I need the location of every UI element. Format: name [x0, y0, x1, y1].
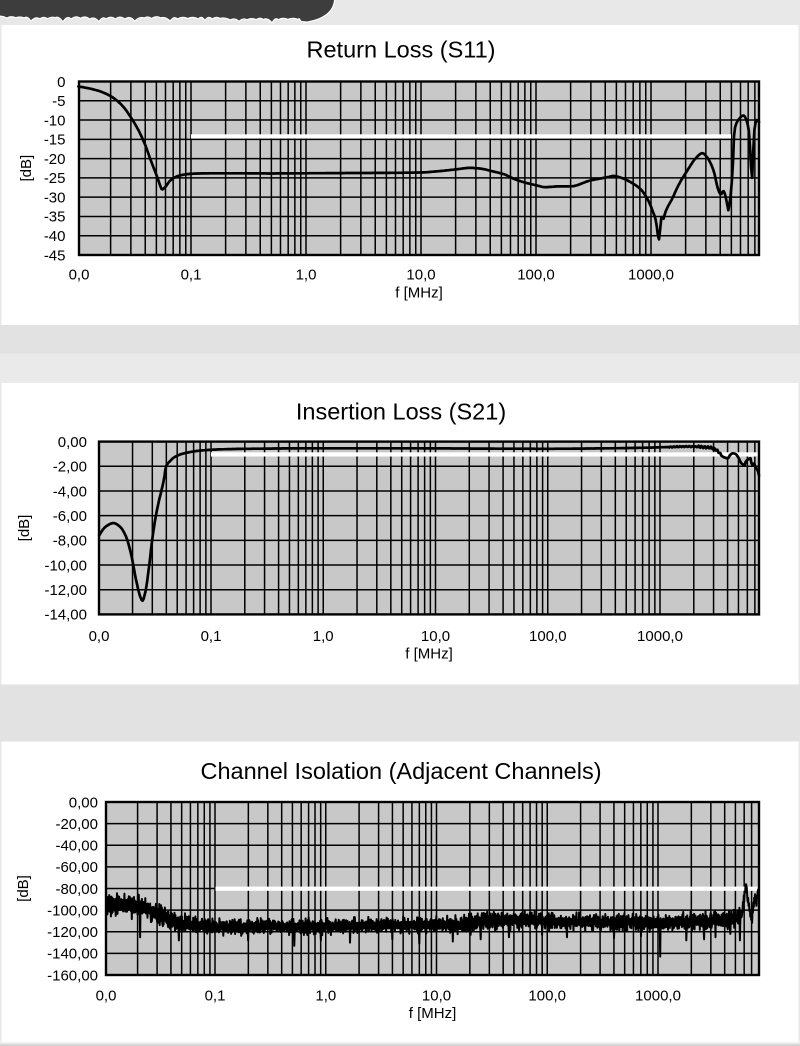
svg-text:-120,00: -120,00 [47, 924, 98, 941]
svg-text:10,0: 10,0 [406, 266, 435, 283]
svg-text:-5: -5 [52, 93, 65, 110]
svg-text:1000,0: 1000,0 [635, 988, 681, 1005]
svg-text:0,00: 0,00 [69, 794, 98, 811]
svg-text:-10,00: -10,00 [44, 557, 87, 574]
svg-text:Return Loss (S11): Return Loss (S11) [307, 37, 496, 63]
svg-text:-15: -15 [44, 132, 66, 149]
svg-text:1,0: 1,0 [313, 628, 334, 645]
svg-text:0,1: 0,1 [181, 266, 202, 283]
svg-text:0,1: 0,1 [201, 628, 222, 645]
svg-text:-25: -25 [44, 170, 66, 187]
svg-text:-2,00: -2,00 [53, 459, 87, 476]
svg-text:-8,00: -8,00 [53, 533, 87, 550]
svg-text:-80,00: -80,00 [55, 881, 98, 898]
svg-text:f [MHz]: f [MHz] [395, 285, 443, 302]
svg-text:1,0: 1,0 [296, 266, 317, 283]
svg-text:-40: -40 [44, 228, 66, 245]
svg-text:-30: -30 [44, 190, 66, 207]
svg-text:Channel Isolation (Adjacent Ch: Channel Isolation (Adjacent Channels) [200, 758, 601, 784]
svg-text:0,0: 0,0 [89, 628, 110, 645]
svg-text:-35: -35 [44, 209, 66, 226]
svg-text:0,0: 0,0 [96, 988, 117, 1005]
svg-text:[dB]: [dB] [18, 155, 35, 182]
svg-text:0,0: 0,0 [69, 266, 90, 283]
svg-text:1,0: 1,0 [315, 988, 336, 1005]
svg-text:10,0: 10,0 [421, 628, 450, 645]
svg-text:f [MHz]: f [MHz] [405, 646, 453, 663]
svg-text:-160,00: -160,00 [47, 967, 98, 984]
svg-text:-45: -45 [44, 247, 66, 264]
svg-text:-10: -10 [44, 112, 66, 129]
svg-text:100,0: 100,0 [529, 628, 567, 645]
svg-text:0: 0 [57, 74, 65, 91]
svg-text:Insertion Loss (S21): Insertion Loss (S21) [296, 398, 506, 424]
svg-text:-20,00: -20,00 [55, 816, 98, 833]
svg-text:-6,00: -6,00 [53, 508, 87, 525]
svg-text:0,1: 0,1 [205, 988, 226, 1005]
svg-text:[dB]: [dB] [15, 875, 32, 902]
svg-text:-100,00: -100,00 [47, 902, 98, 919]
svg-text:100,0: 100,0 [517, 266, 555, 283]
svg-text:-14,00: -14,00 [44, 607, 87, 624]
svg-text:0,00: 0,00 [58, 434, 87, 451]
svg-text:100,0: 100,0 [528, 988, 566, 1005]
svg-text:-12,00: -12,00 [44, 582, 87, 599]
svg-text:[dB]: [dB] [16, 515, 33, 542]
svg-text:f [MHz]: f [MHz] [409, 1005, 457, 1022]
svg-text:-60,00: -60,00 [55, 859, 98, 876]
svg-text:-40,00: -40,00 [55, 838, 98, 855]
svg-text:-140,00: -140,00 [47, 946, 98, 963]
svg-text:1000,0: 1000,0 [637, 628, 683, 645]
svg-text:10,0: 10,0 [422, 988, 451, 1005]
svg-text:1000,0: 1000,0 [628, 266, 674, 283]
svg-text:-20: -20 [44, 151, 66, 168]
svg-text:-4,00: -4,00 [53, 483, 87, 500]
